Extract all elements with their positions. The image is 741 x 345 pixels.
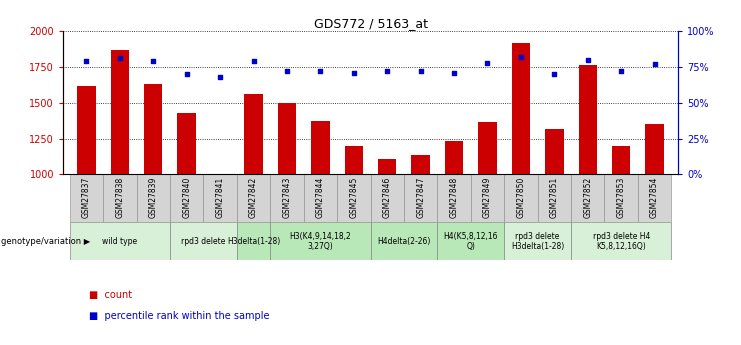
Bar: [136, 175, 170, 222]
Point: [415, 68, 427, 74]
Text: GSM27854: GSM27854: [650, 177, 659, 218]
Bar: [612, 146, 631, 175]
Bar: [645, 124, 664, 175]
Bar: [538, 175, 571, 222]
Text: genotype/variation ▶: genotype/variation ▶: [1, 237, 90, 246]
Text: GSM27852: GSM27852: [583, 177, 592, 218]
Point: [247, 58, 259, 64]
Bar: [110, 50, 129, 175]
Point: [648, 61, 660, 67]
Point: [147, 58, 159, 64]
Point: [382, 68, 393, 74]
Point: [281, 68, 293, 74]
Bar: [237, 222, 270, 260]
Bar: [437, 175, 471, 222]
Bar: [378, 159, 396, 175]
Text: GSM27837: GSM27837: [82, 177, 91, 218]
Text: GSM27841: GSM27841: [216, 177, 225, 218]
Point: [348, 70, 359, 76]
Bar: [370, 175, 404, 222]
Text: H3delta(1-28): H3delta(1-28): [227, 237, 280, 246]
Text: rpd3 delete: rpd3 delete: [182, 237, 225, 246]
Point: [548, 71, 560, 77]
Bar: [512, 42, 530, 175]
Text: GSM27853: GSM27853: [617, 177, 625, 218]
Bar: [77, 86, 96, 175]
Text: GSM27851: GSM27851: [550, 177, 559, 218]
Text: ■  count: ■ count: [89, 290, 132, 300]
Text: H4(K5,8,12,16
Q): H4(K5,8,12,16 Q): [444, 231, 498, 251]
Bar: [304, 175, 337, 222]
Text: GSM27838: GSM27838: [116, 177, 124, 218]
Point: [515, 54, 527, 60]
Bar: [404, 175, 437, 222]
Bar: [370, 222, 437, 260]
Point: [181, 71, 193, 77]
Bar: [203, 175, 237, 222]
Text: GSM27843: GSM27843: [282, 177, 291, 218]
Text: GSM27844: GSM27844: [316, 177, 325, 218]
Text: wild type: wild type: [102, 237, 137, 246]
Bar: [605, 175, 638, 222]
Text: GSM27849: GSM27849: [483, 177, 492, 218]
Bar: [571, 222, 671, 260]
Bar: [504, 222, 571, 260]
Bar: [478, 122, 496, 175]
Point: [214, 74, 226, 80]
Text: GSM27848: GSM27848: [450, 177, 459, 218]
Point: [314, 68, 326, 74]
Bar: [245, 94, 263, 175]
Bar: [237, 175, 270, 222]
Text: H3(K4,9,14,18,2
3,27Q): H3(K4,9,14,18,2 3,27Q): [290, 231, 351, 251]
Bar: [177, 113, 196, 175]
Bar: [170, 222, 237, 260]
Bar: [437, 222, 504, 260]
Point: [81, 58, 93, 64]
Point: [448, 70, 460, 76]
Bar: [445, 141, 463, 175]
Text: GSM27840: GSM27840: [182, 177, 191, 218]
Bar: [504, 175, 538, 222]
Text: GSM27846: GSM27846: [382, 177, 392, 218]
Text: rpd3 delete H4
K5,8,12,16Q): rpd3 delete H4 K5,8,12,16Q): [593, 231, 650, 251]
Bar: [103, 175, 136, 222]
Bar: [545, 129, 564, 175]
Bar: [579, 66, 597, 175]
Text: GSM27839: GSM27839: [149, 177, 158, 218]
Bar: [270, 175, 304, 222]
Bar: [70, 222, 170, 260]
Bar: [270, 222, 370, 260]
Bar: [337, 175, 370, 222]
Bar: [311, 121, 330, 175]
Bar: [278, 103, 296, 175]
Bar: [70, 175, 103, 222]
Text: GSM27842: GSM27842: [249, 177, 258, 218]
Text: ■  percentile rank within the sample: ■ percentile rank within the sample: [89, 311, 270, 321]
Text: GSM27847: GSM27847: [416, 177, 425, 218]
Text: GSM27845: GSM27845: [349, 177, 359, 218]
Bar: [170, 175, 203, 222]
Point: [114, 56, 126, 61]
Text: rpd3 delete
H3delta(1-28): rpd3 delete H3delta(1-28): [511, 231, 564, 251]
Point: [615, 68, 627, 74]
Bar: [638, 175, 671, 222]
Bar: [471, 175, 504, 222]
Bar: [411, 155, 430, 175]
Text: GSM27850: GSM27850: [516, 177, 525, 218]
Text: H4delta(2-26): H4delta(2-26): [377, 237, 431, 246]
Bar: [571, 175, 605, 222]
Title: GDS772 / 5163_at: GDS772 / 5163_at: [313, 17, 428, 30]
Point: [482, 60, 494, 65]
Bar: [345, 147, 363, 175]
Point: [582, 57, 594, 62]
Bar: [144, 84, 162, 175]
